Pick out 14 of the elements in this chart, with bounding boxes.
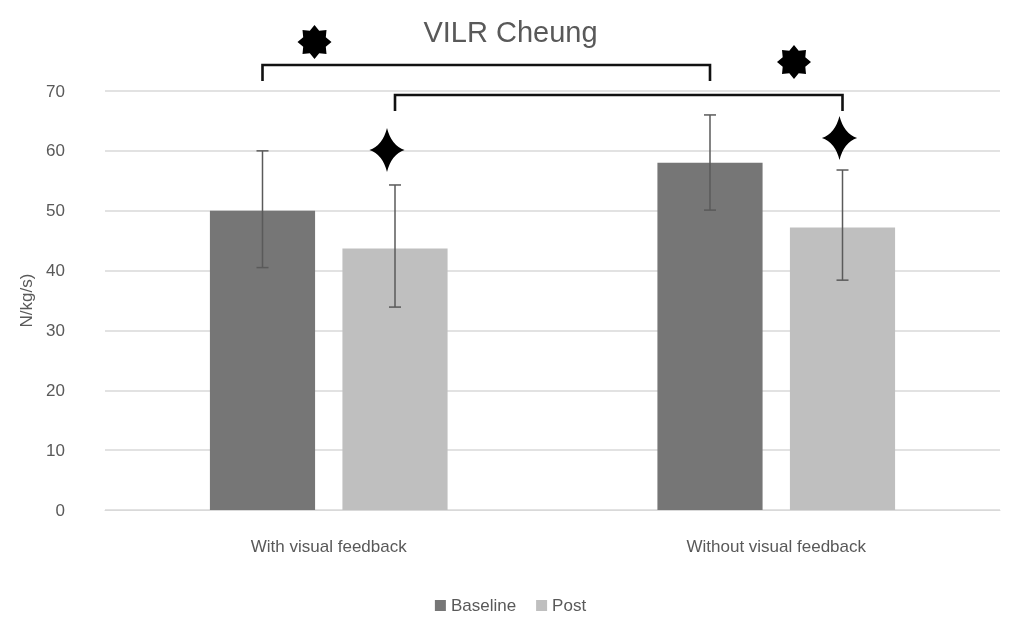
- y-axis-title: N/kg/s): [17, 273, 37, 328]
- y-tick-label: 10: [46, 440, 65, 460]
- y-tick-label: 60: [46, 141, 65, 161]
- y-tick-label: 20: [46, 380, 65, 400]
- y-tick-label: 70: [46, 81, 65, 101]
- legend-label: Baseline: [450, 596, 517, 615]
- y-tick-label: 50: [46, 201, 65, 221]
- legend-label: Post: [552, 596, 587, 615]
- x-tick-label: Without visual feedback: [686, 537, 867, 556]
- y-tick-label: 0: [55, 500, 65, 520]
- x-tick-label: With visual feedback: [250, 537, 408, 556]
- chart-title: VILR Cheung: [423, 15, 598, 48]
- y-tick-label: 30: [46, 320, 65, 340]
- y-tick-label: 40: [46, 261, 65, 281]
